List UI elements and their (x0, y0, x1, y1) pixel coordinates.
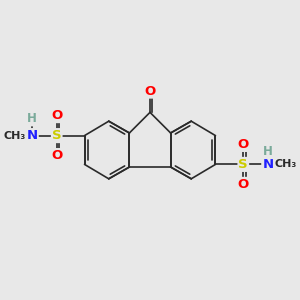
Text: O: O (238, 178, 249, 191)
Text: O: O (51, 109, 62, 122)
Text: CH₃: CH₃ (3, 130, 25, 141)
Text: S: S (238, 158, 248, 171)
Text: O: O (238, 138, 249, 151)
Text: O: O (144, 85, 156, 98)
Text: CH₃: CH₃ (275, 159, 297, 170)
Text: N: N (262, 158, 273, 171)
Text: S: S (52, 129, 62, 142)
Text: H: H (263, 145, 273, 158)
Text: H: H (27, 112, 37, 125)
Text: N: N (27, 129, 38, 142)
Text: O: O (51, 149, 62, 162)
